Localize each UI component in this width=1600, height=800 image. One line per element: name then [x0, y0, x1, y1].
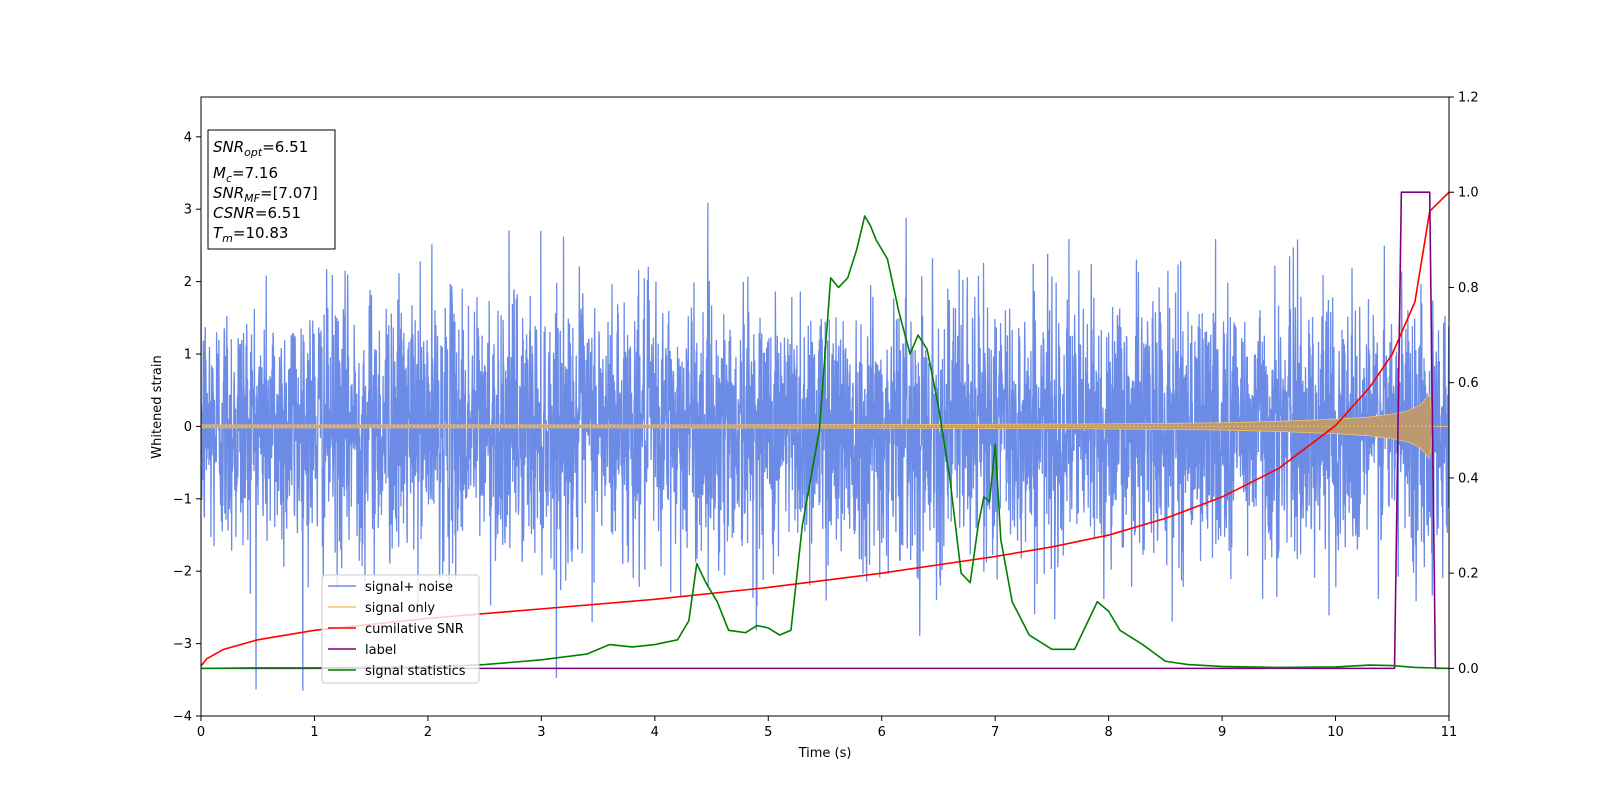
y-left-tick-label: −1 [173, 492, 192, 507]
y-right-tick-label: 0.4 [1458, 471, 1479, 486]
x-tick-label: 3 [537, 725, 545, 740]
series-cumulative-snr [201, 191, 1449, 667]
x-tick-label: 5 [764, 725, 772, 740]
legend-label-label: label [365, 643, 396, 658]
legend-label-signal-statistics: signal statistics [365, 664, 466, 679]
x-tick-label: 4 [651, 725, 659, 740]
right-y-axis: 0.0 0.2 0.4 0.6 0.8 1.0 1.2 [1449, 91, 1479, 677]
x-tick-label: 2 [424, 725, 432, 740]
axes-frame [200, 96, 1450, 717]
info-csnr: CSNR=6.51 [213, 204, 301, 222]
y-left-tick-label: 1 [184, 348, 192, 363]
series-signal-statistics [201, 215, 1449, 670]
y-right-tick-label: 0.6 [1458, 376, 1479, 391]
legend-label-signal-noise: signal+ noise [365, 580, 453, 595]
y-left-tick-label: 2 [184, 275, 192, 290]
y-axis-label: Whitened strain [150, 355, 165, 458]
x-tick-label: 1 [310, 725, 318, 740]
y-left-tick-label: −2 [173, 565, 192, 580]
legend-label-cumulative-snr: cumilative SNR [365, 622, 464, 637]
y-left-tick-label: −3 [173, 637, 192, 652]
info-box: SNRopt=6.51 Mc=7.16 SNRMF=[7.07] CSNR=6.… [207, 129, 336, 250]
y-right-tick-label: 1.0 [1458, 186, 1479, 201]
y-left-tick-label: −4 [173, 710, 192, 725]
info-snr-opt: SNRopt=6.51 [213, 138, 308, 159]
plot-area [201, 191, 1449, 691]
x-tick-label: 9 [1218, 725, 1226, 740]
y-right-tick-label: 1.2 [1458, 91, 1479, 106]
x-axis: 0 1 2 3 4 5 6 7 8 9 10 11 [197, 716, 1457, 740]
info-tm: Tm=10.83 [213, 224, 288, 245]
legend-frame [321, 574, 480, 684]
x-tick-label: 7 [991, 725, 999, 740]
x-axis-label: Time (s) [798, 746, 852, 761]
info-mc: Mc=7.16 [213, 164, 278, 185]
y-right-tick-label: 0.2 [1458, 567, 1479, 582]
y-right-tick-label: 0.0 [1458, 662, 1479, 677]
info-snr-mf: SNRMF=[7.07] [213, 184, 318, 205]
x-tick-label: 0 [197, 725, 205, 740]
x-tick-label: 8 [1104, 725, 1112, 740]
x-tick-label: 11 [1441, 725, 1458, 740]
y-left-tick-label: 0 [184, 420, 192, 435]
legend-label-signal-only: signal only [365, 601, 435, 616]
legend: signal+ noise signal only cumilative SNR… [321, 574, 480, 684]
x-tick-label: 6 [878, 725, 886, 740]
y-left-tick-label: 4 [184, 130, 192, 145]
info-box-frame [207, 129, 336, 250]
left-y-axis: −4 −3 −2 −1 0 1 2 3 4 [173, 130, 201, 725]
x-tick-label: 10 [1327, 725, 1344, 740]
y-left-tick-label: 3 [184, 203, 192, 218]
y-right-tick-label: 0.8 [1458, 281, 1479, 296]
